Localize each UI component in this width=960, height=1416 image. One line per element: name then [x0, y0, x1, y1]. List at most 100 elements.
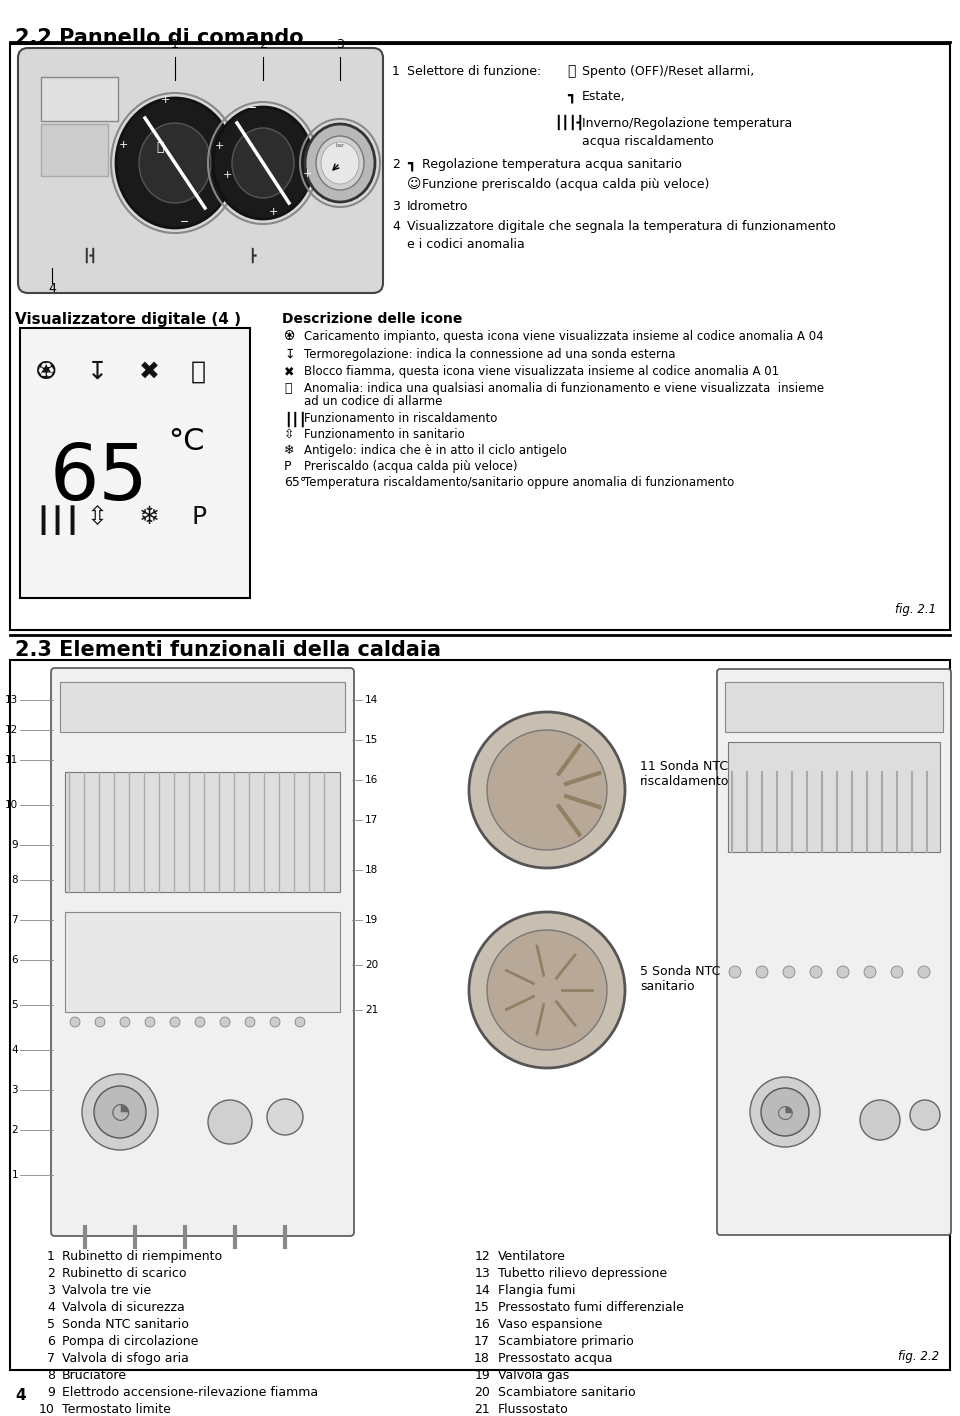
Circle shape — [170, 1017, 180, 1027]
Text: Pressostato acqua: Pressostato acqua — [498, 1352, 612, 1365]
Circle shape — [810, 966, 822, 978]
Text: Anomalia: indica una qualsiasi anomalia di funzionamento e viene visualizzata  i: Anomalia: indica una qualsiasi anomalia … — [304, 382, 824, 395]
Text: Funzionamento in riscaldamento: Funzionamento in riscaldamento — [304, 412, 497, 425]
Circle shape — [860, 1100, 900, 1140]
Text: 2.3 Elementi funzionali della caldaia: 2.3 Elementi funzionali della caldaia — [15, 640, 441, 660]
Text: Valvola tre vie: Valvola tre vie — [62, 1284, 151, 1297]
Text: Sonda NTC sanitario: Sonda NTC sanitario — [62, 1318, 189, 1331]
Circle shape — [891, 966, 903, 978]
FancyBboxPatch shape — [10, 44, 950, 630]
Text: ↧: ↧ — [87, 360, 108, 384]
Text: 7: 7 — [12, 915, 18, 925]
Text: ┃┃┃┫: ┃┃┃┫ — [554, 115, 584, 130]
Text: bar: bar — [335, 143, 345, 149]
Text: 19: 19 — [474, 1369, 490, 1382]
Text: Flussostato: Flussostato — [498, 1403, 568, 1416]
Circle shape — [837, 966, 849, 978]
Text: 12: 12 — [474, 1250, 490, 1263]
Text: Termostato limite: Termostato limite — [62, 1403, 171, 1416]
Text: ✖: ✖ — [284, 365, 295, 378]
Circle shape — [729, 966, 741, 978]
Text: 3: 3 — [392, 200, 400, 212]
Circle shape — [220, 1017, 230, 1027]
Text: 21: 21 — [365, 1005, 378, 1015]
Text: ♼: ♼ — [35, 360, 58, 384]
Bar — [60, 683, 345, 732]
Text: 4: 4 — [392, 219, 400, 234]
Text: 10: 10 — [5, 800, 18, 810]
Circle shape — [195, 1017, 205, 1027]
Text: 14: 14 — [365, 695, 378, 705]
Text: 5 Sonda NTC
sanitario: 5 Sonda NTC sanitario — [640, 964, 720, 993]
Text: 5: 5 — [12, 1000, 18, 1010]
Text: 11: 11 — [5, 755, 18, 765]
Text: 1: 1 — [47, 1250, 55, 1263]
Circle shape — [267, 1099, 303, 1136]
Bar — [65, 772, 340, 892]
Text: +: + — [223, 170, 231, 180]
Bar — [65, 912, 340, 1012]
Text: Blocco fiamma, questa icona viene visualizzata insieme al codice anomalia A 01: Blocco fiamma, questa icona viene visual… — [304, 365, 780, 378]
Text: ad un codice di allarme: ad un codice di allarme — [304, 395, 443, 408]
Text: 1: 1 — [12, 1170, 18, 1180]
Text: ┓: ┓ — [567, 89, 575, 103]
Text: 13: 13 — [474, 1267, 490, 1280]
Circle shape — [82, 1073, 158, 1150]
Text: 18: 18 — [365, 865, 378, 875]
Text: −: − — [180, 217, 190, 227]
Text: +: + — [160, 95, 170, 105]
Text: Valvola di sfogo aria: Valvola di sfogo aria — [62, 1352, 189, 1365]
Text: 65°: 65° — [284, 476, 306, 489]
Circle shape — [295, 1017, 305, 1027]
Text: ☺: ☺ — [407, 177, 421, 191]
Text: Funzione preriscaldo (acqua calda più veloce): Funzione preriscaldo (acqua calda più ve… — [422, 178, 709, 191]
Text: Spento (OFF)/Reset allarmi,: Spento (OFF)/Reset allarmi, — [582, 65, 755, 78]
Text: Descrizione delle icone: Descrizione delle icone — [282, 312, 463, 326]
Text: ┃┃┃: ┃┃┃ — [284, 412, 306, 428]
Text: 17: 17 — [365, 816, 378, 826]
Text: 18: 18 — [474, 1352, 490, 1365]
Circle shape — [469, 912, 625, 1068]
Text: 11 Sonda NTC
riscaldamento: 11 Sonda NTC riscaldamento — [640, 760, 730, 787]
Text: ❄: ❄ — [284, 445, 295, 457]
Text: +: + — [214, 142, 224, 152]
Text: 1: 1 — [171, 38, 179, 51]
Text: 13: 13 — [5, 695, 18, 705]
Circle shape — [756, 966, 768, 978]
Text: Preriscaldo (acqua calda più veloce): Preriscaldo (acqua calda più veloce) — [304, 460, 517, 473]
Text: 2: 2 — [392, 159, 400, 171]
FancyBboxPatch shape — [51, 668, 354, 1236]
Text: 15: 15 — [365, 735, 378, 745]
FancyBboxPatch shape — [717, 668, 951, 1235]
Circle shape — [70, 1017, 80, 1027]
Circle shape — [120, 1017, 130, 1027]
Text: 4: 4 — [12, 1045, 18, 1055]
Text: Temperatura riscaldamento/sanitario oppure anomalia di funzionamento: Temperatura riscaldamento/sanitario oppu… — [304, 476, 734, 489]
Text: P: P — [191, 506, 206, 530]
FancyBboxPatch shape — [10, 660, 950, 1371]
Text: ⍾: ⍾ — [284, 382, 292, 395]
Text: e i codici anomalia: e i codici anomalia — [407, 238, 525, 251]
Ellipse shape — [139, 123, 211, 202]
Text: 16: 16 — [365, 775, 378, 784]
Circle shape — [145, 1017, 155, 1027]
Circle shape — [208, 1100, 252, 1144]
Text: Pompa di circolazione: Pompa di circolazione — [62, 1335, 199, 1348]
Text: Tubetto rilievo depressione: Tubetto rilievo depressione — [498, 1267, 667, 1280]
Text: Caricamento impianto, questa icona viene visualizzata insieme al codice anomalia: Caricamento impianto, questa icona viene… — [304, 330, 824, 343]
Circle shape — [761, 1087, 809, 1136]
Text: Scambiatore primario: Scambiatore primario — [498, 1335, 634, 1348]
Text: 20: 20 — [365, 960, 378, 970]
FancyBboxPatch shape — [41, 76, 118, 120]
Text: Inverno/Regolazione temperatura: Inverno/Regolazione temperatura — [582, 118, 792, 130]
Text: 3: 3 — [12, 1085, 18, 1095]
Text: 19: 19 — [365, 915, 378, 925]
Circle shape — [910, 1100, 940, 1130]
Text: Elettrodo accensione-rilevazione fiamma: Elettrodo accensione-rilevazione fiamma — [62, 1386, 318, 1399]
Ellipse shape — [213, 108, 313, 219]
Text: 3: 3 — [47, 1284, 55, 1297]
Text: Visualizzatore digitale (4 ): Visualizzatore digitale (4 ) — [15, 312, 241, 327]
Text: 8: 8 — [47, 1369, 55, 1382]
Text: 2: 2 — [259, 38, 267, 51]
Text: Bruciatore: Bruciatore — [62, 1369, 127, 1382]
